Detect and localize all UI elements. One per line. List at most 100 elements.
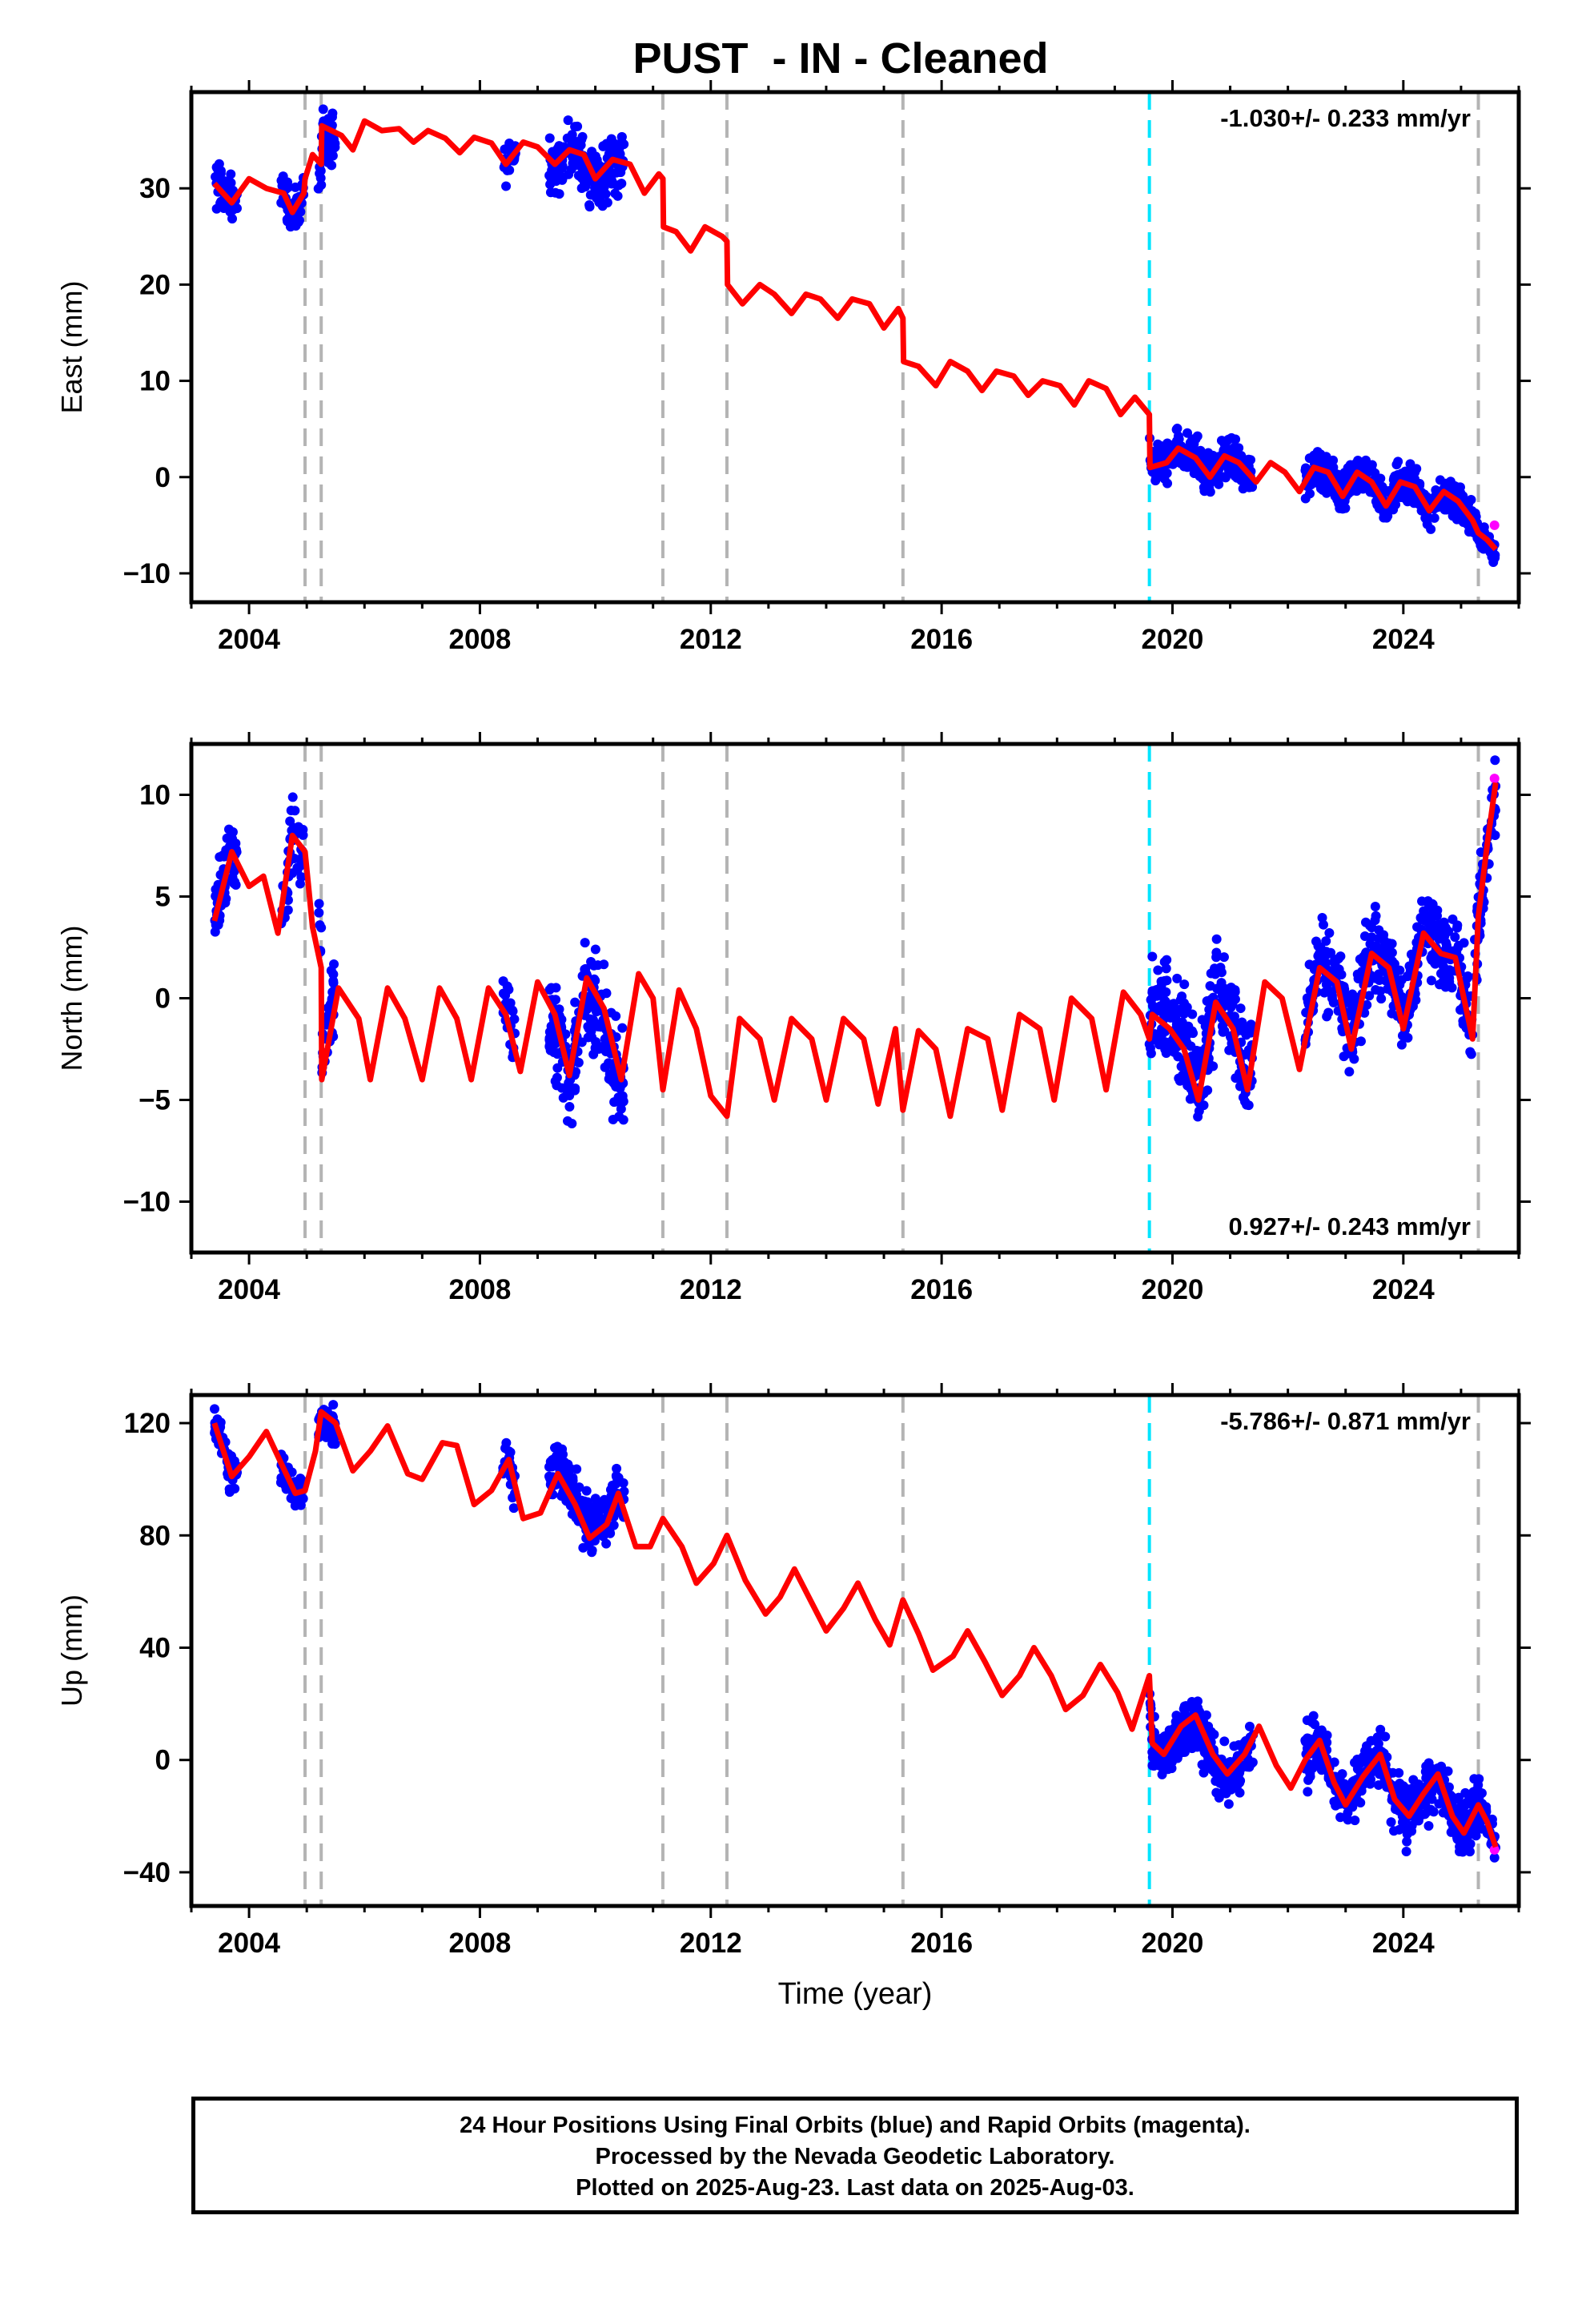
data-point (1463, 971, 1473, 981)
data-point (593, 1514, 604, 1524)
data-point (1353, 455, 1363, 465)
data-point (1428, 919, 1439, 930)
data-point (1223, 1799, 1234, 1809)
data-point (601, 988, 612, 999)
data-point (1324, 928, 1335, 939)
y-axis-label: East (mm) (55, 281, 88, 414)
data-point (1316, 1765, 1327, 1775)
data-point (1370, 902, 1380, 912)
data-point (330, 1439, 340, 1449)
x-tick-label: 2024 (1372, 624, 1435, 655)
data-point (1402, 1836, 1412, 1847)
data-point (328, 1400, 339, 1410)
data-point (1335, 503, 1345, 513)
y-tick-label: 0 (155, 983, 171, 1015)
data-point (313, 183, 323, 194)
data-point (505, 1447, 516, 1458)
data-point (1224, 1783, 1235, 1793)
data-point (596, 1022, 606, 1032)
data-point (1226, 982, 1236, 992)
data-point (616, 132, 627, 143)
data-point (1182, 428, 1193, 438)
data-point (1229, 1741, 1239, 1751)
data-point (552, 1080, 562, 1091)
data-point (601, 1538, 612, 1549)
data-point (580, 938, 590, 948)
data-point (315, 920, 325, 931)
data-point (1204, 483, 1215, 493)
data-point (225, 841, 235, 851)
data-point (1192, 1742, 1203, 1752)
data-point (1395, 979, 1405, 990)
data-point (568, 1482, 578, 1492)
plot-area (210, 744, 1501, 1252)
data-point (1193, 1703, 1203, 1713)
data-point (1422, 519, 1432, 529)
data-point (504, 984, 514, 995)
data-point (1383, 983, 1393, 994)
data-point (212, 1414, 223, 1425)
y-tick-label: 20 (139, 269, 171, 300)
data-point (1246, 1027, 1256, 1038)
data-point (327, 160, 337, 171)
data-point (1367, 463, 1377, 473)
data-point (225, 183, 235, 193)
data-point (1172, 1740, 1182, 1751)
final-orbit-points (211, 104, 1500, 568)
data-point (610, 188, 620, 199)
data-point (1375, 986, 1386, 996)
data-point (556, 1445, 567, 1455)
data-point (1347, 989, 1358, 999)
x-tick-label: 2020 (1142, 1928, 1204, 1959)
y-tick-label: 5 (155, 882, 171, 913)
data-point (1357, 967, 1367, 977)
data-point (1434, 1799, 1444, 1809)
data-point (223, 824, 234, 834)
data-point (614, 1112, 624, 1122)
data-point (1389, 472, 1399, 483)
data-point (1178, 998, 1189, 1008)
data-point (1186, 1697, 1197, 1707)
data-point (1358, 957, 1368, 967)
data-point (570, 1083, 580, 1093)
data-point (572, 121, 583, 131)
data-point (1199, 1767, 1209, 1778)
data-point (1489, 1852, 1500, 1863)
data-point (1244, 1721, 1255, 1731)
data-point (578, 1542, 588, 1553)
y-tick-label: −10 (123, 1187, 171, 1218)
data-point (612, 1463, 622, 1474)
data-point (1179, 979, 1190, 990)
data-point (1359, 931, 1370, 942)
data-point (1219, 1736, 1230, 1747)
data-point (1456, 1005, 1466, 1015)
data-point (1449, 509, 1460, 519)
y-axis: −10 −5 0 5 10 (123, 780, 1531, 1218)
data-point (1300, 1735, 1311, 1746)
data-point (551, 176, 561, 187)
data-point (592, 193, 602, 203)
footer-line-1: 24 Hour Positions Using Final Orbits (bl… (460, 2113, 1251, 2138)
data-point (568, 152, 578, 163)
data-point (551, 983, 561, 993)
data-point (1303, 1787, 1313, 1797)
data-point (1371, 973, 1381, 983)
data-point (215, 852, 225, 862)
data-point (1366, 1735, 1376, 1746)
data-point (1459, 1834, 1469, 1844)
y-axis-label: North (mm) (55, 926, 88, 1072)
data-point (608, 1520, 619, 1530)
data-point (231, 203, 242, 214)
data-point (1444, 965, 1455, 975)
model-fit-line (211, 1409, 1499, 1848)
data-point (546, 1021, 556, 1031)
data-point (323, 1429, 333, 1439)
data-point (1242, 1100, 1252, 1110)
data-point (1426, 953, 1436, 963)
x-tick-label: 2020 (1142, 624, 1204, 655)
rapid-point (1489, 520, 1500, 530)
y-tick-label: 80 (139, 1520, 171, 1551)
data-point (1435, 968, 1446, 979)
data-point (1219, 1026, 1230, 1036)
data-point (1367, 923, 1377, 933)
